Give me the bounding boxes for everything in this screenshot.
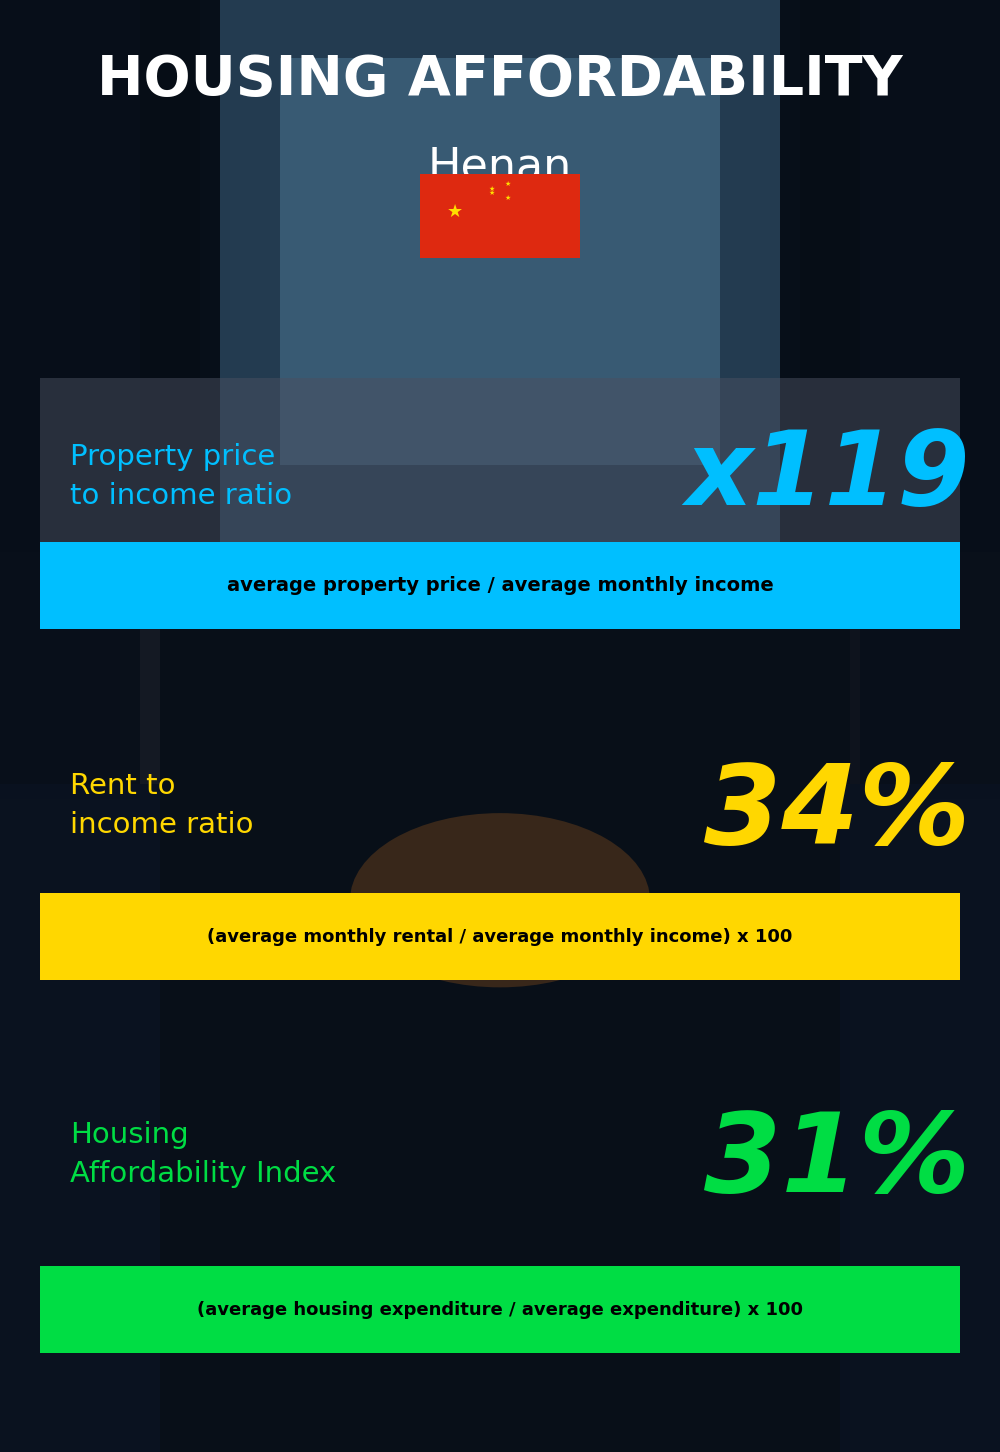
Bar [40,542,960,629]
Bar [850,0,890,1452]
Text: ★: ★ [505,195,511,200]
Bar [40,893,960,980]
Ellipse shape [350,813,650,987]
Bar [970,0,1000,1452]
Text: 31%: 31% [704,1108,970,1215]
Text: x119: x119 [685,425,970,527]
Bar [200,0,800,552]
Text: Housing
Affordability Index: Housing Affordability Index [70,1121,336,1188]
Bar [0,0,40,1452]
Bar [780,0,1000,552]
Text: ★: ★ [489,186,495,193]
Text: ★: ★ [447,203,463,221]
Text: (average housing expenditure / average expenditure) x 100: (average housing expenditure / average e… [197,1301,803,1318]
Text: 34%: 34% [704,759,970,867]
Text: Henan: Henan [428,145,572,189]
Bar [0,0,140,799]
Text: (average monthly rental / average monthly income) x 100: (average monthly rental / average monthl… [207,928,793,945]
Bar [860,0,1000,799]
Bar [120,0,160,1452]
Bar [0,784,160,1452]
Text: ★: ★ [489,190,495,196]
Bar [890,0,930,1452]
Bar [0,0,220,552]
Bar [840,784,1000,1452]
Text: Rent to
income ratio: Rent to income ratio [70,772,254,839]
Text: average property price / average monthly income: average property price / average monthly… [227,575,773,595]
Text: HOUSING AFFORDABILITY: HOUSING AFFORDABILITY [97,52,903,107]
Bar [40,0,80,1452]
Text: ★: ★ [505,182,511,187]
Bar [280,58,720,465]
Bar [40,1266,960,1353]
Bar [420,174,580,258]
Bar [80,0,120,1452]
Bar [930,0,970,1452]
Text: Property price
to income ratio: Property price to income ratio [70,443,292,510]
Bar [40,378,960,588]
